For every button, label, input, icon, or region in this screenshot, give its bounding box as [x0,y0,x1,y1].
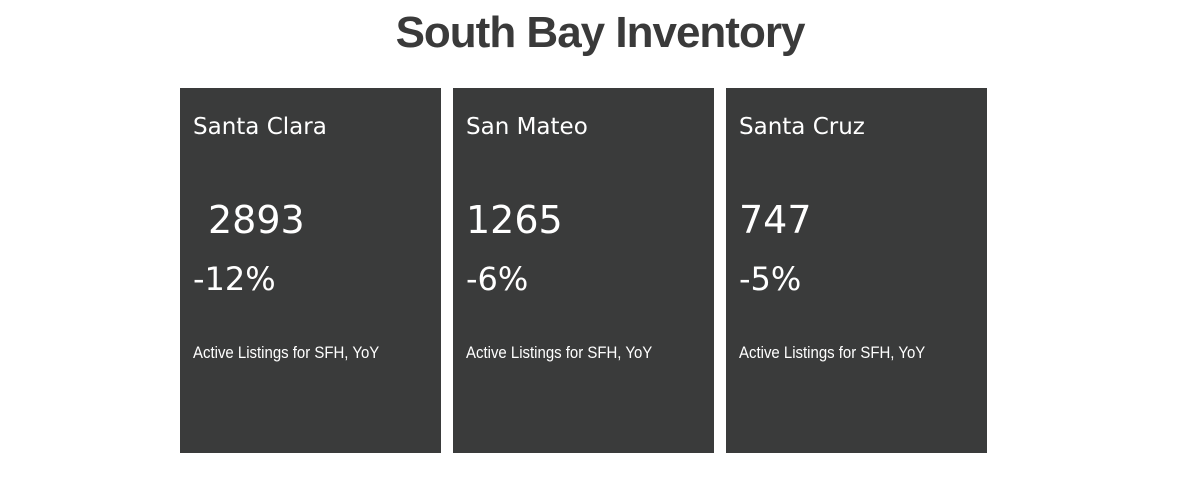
yoy-change: -5% [739,260,802,298]
stat-card: Santa Cruz 747 -5% Active Listings for SFH,… [726,88,987,453]
page-title: South Bay Inventory [395,8,806,57]
region-name: Santa Clara [193,114,327,140]
yoy-change: -12% [193,260,276,298]
card-caption: Active Listings for SFH, YoY [193,343,380,362]
listing-count: 747 [739,198,812,242]
listing-count: 2893 [208,198,305,242]
region-name: Santa Cruz [739,114,865,140]
card-caption: Active Listings for SFH, YoY [739,343,926,362]
stat-card: Santa Clara 2893 -12% Active Listings for S… [180,88,441,453]
card-caption: Active Listings for SFH, YoY [466,343,653,362]
yoy-change: -6% [466,260,529,298]
listing-count: 1265 [466,198,563,242]
region-name: San Mateo [466,114,588,140]
stat-card: San Mateo 1265 -6% Active Listings for SFH,… [453,88,714,453]
